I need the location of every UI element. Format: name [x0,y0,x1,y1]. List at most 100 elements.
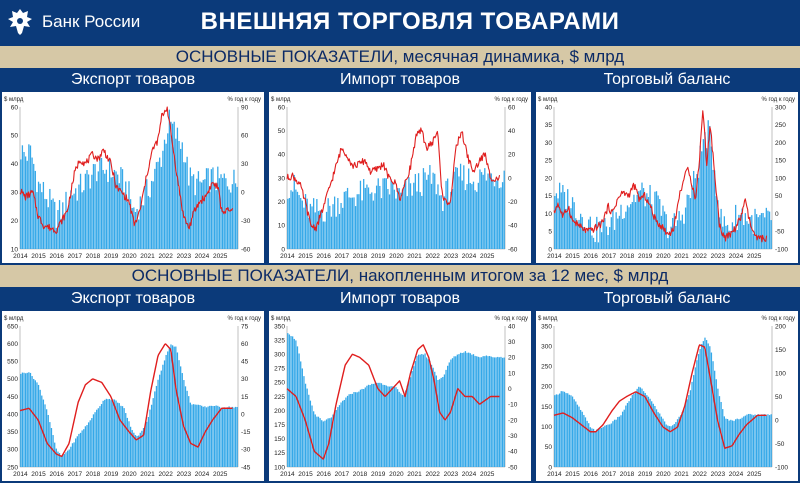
bar [223,173,225,249]
bar [165,143,167,249]
x-tick-label: 2023 [444,471,459,478]
x-tick-label: 2015 [31,471,46,478]
bar [167,351,169,467]
bar [605,226,608,249]
bar [120,405,122,467]
bar [464,190,467,249]
x-tick-label: 2025 [480,471,495,478]
chart-panel-cumulative-import: $ млрд% год к году 100 125 150 175 200 225 250 2… [269,311,531,481]
bar [477,182,479,249]
bar [479,169,481,249]
bar-series [287,163,505,249]
bar [691,381,693,467]
bar [304,383,307,467]
x-tick-label: 2017 [68,253,83,260]
bar [673,424,675,467]
bar [630,398,632,467]
bar [609,227,611,249]
bar [395,198,397,249]
bar [463,352,465,467]
bar [369,385,371,467]
bar [570,208,572,249]
x-tick-label: 2018 [86,471,101,478]
bar [472,354,475,467]
bar [584,232,587,249]
y-tick-label: 10 [278,223,286,230]
y-tick-label: 60 [278,104,286,111]
bar [392,182,394,249]
bar [592,428,595,467]
x-tick-label: 2023 [177,471,192,478]
bank-logo: Банк России [6,6,154,38]
bar [623,218,625,249]
y2-tick-label: 150 [775,158,786,165]
left-unit-label: $ млрд [271,316,291,322]
bar [411,195,413,249]
bar [578,219,580,249]
bar [293,174,295,249]
chart-svg-cumulative-import: $ млрд% год к году1001251501752002252502… [271,316,528,478]
bar [54,201,56,249]
x-tick-label: 2020 [389,253,404,260]
bar [367,384,370,467]
bar [129,199,132,249]
bar [191,404,193,467]
bar-series [554,337,772,467]
bar [597,242,600,249]
bar [102,170,104,249]
bar [489,172,491,249]
bar [471,354,473,467]
bar [485,355,488,467]
bar [765,415,767,467]
bar [735,419,737,467]
bar [233,407,235,467]
bar [141,205,143,249]
bar [152,398,154,467]
bar [691,185,693,249]
bar [291,336,294,467]
y-tick-label: 300 [274,352,285,359]
bar [705,148,708,249]
x-tick-label: 2021 [407,253,422,260]
bar [617,218,619,249]
bar [427,359,429,467]
x-tick-label: 2015 [565,253,580,260]
bar [421,354,423,467]
bar [571,197,574,249]
y-tick-label: 40 [545,104,553,111]
bar [405,180,407,249]
bar [718,396,721,467]
bar [705,340,708,467]
bar [726,418,729,467]
bar [654,191,656,249]
bar [351,197,354,249]
bar [602,426,604,467]
bar [44,404,46,467]
bar [557,198,559,249]
bar [468,168,470,249]
bar [322,421,324,467]
bar [290,190,292,249]
bar [487,356,489,467]
header: Банк России ВНЕШНЯЯ ТОРГОВЛЯ ТОВАРАМИ [0,0,800,44]
bar [372,383,375,467]
bar [363,179,365,249]
bar [426,179,428,249]
bar [405,390,407,467]
bar [500,187,502,249]
bar [558,182,561,249]
bar [495,357,497,467]
bar [215,405,217,467]
chart-panel-monthly-export: $ млрд % год к году 10 20 30 40 50 60 -60 -30 0 30 6… [2,92,264,263]
bar [672,217,674,249]
bar [99,406,101,467]
bar [303,376,305,467]
y2-tick-label: 50 [775,193,783,200]
bar [707,120,709,249]
y-tick-label: 50 [545,444,553,451]
bar [78,184,80,249]
x-tick-label: 2025 [747,253,762,260]
bar [696,360,698,467]
bar [366,184,368,249]
bar [770,414,772,467]
